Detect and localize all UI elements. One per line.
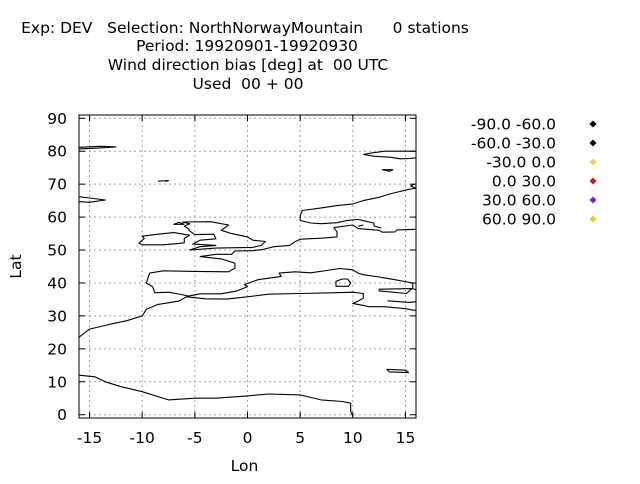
coastline <box>363 153 416 160</box>
y-tick-label: 20 <box>47 340 67 358</box>
coastline <box>157 179 170 183</box>
coastline <box>182 221 266 251</box>
y-tick-label: 70 <box>47 176 67 194</box>
title-line: Used 00 + 00 <box>193 75 304 93</box>
coastline <box>173 221 185 225</box>
x-tick-label: 15 <box>396 429 416 447</box>
coastlines <box>79 145 416 417</box>
coastline <box>335 278 352 287</box>
coastline <box>149 224 416 274</box>
legend-marker <box>589 215 597 223</box>
coastline <box>381 169 394 172</box>
y-tick-label: 30 <box>47 307 67 325</box>
y-tick-label: 60 <box>47 209 67 227</box>
y-tick-label: 90 <box>47 110 67 128</box>
chart-title: Exp: DEV Selection: NorthNorwayMountain … <box>21 19 469 93</box>
plot-area: -15 -10 -5 0 5 10 15 0 10 20 30 40 50 60 70 80 90 Lon Lat <box>7 110 417 475</box>
x-tick-label: -5 <box>187 429 202 447</box>
legend-marker <box>589 177 597 185</box>
y-tick-label: 10 <box>47 373 67 391</box>
y-tick-label: 40 <box>47 274 67 292</box>
x-tick-label: -10 <box>130 429 155 447</box>
coastline <box>79 196 106 203</box>
y-tick-label: 0 <box>57 406 67 424</box>
coastline <box>145 267 416 297</box>
coastline <box>299 187 416 221</box>
x-tick-label: 10 <box>343 429 363 447</box>
coastline <box>378 288 413 295</box>
legend-label: 0.0 30.0 <box>492 173 556 191</box>
legend-marker <box>589 158 597 166</box>
coastline <box>138 232 191 246</box>
legend-label: 30.0 60.0 <box>482 192 556 210</box>
coastline <box>410 183 416 189</box>
coastline <box>386 368 410 374</box>
coastline <box>79 374 354 417</box>
title-line: Wind direction bias [deg] at 00 UTC <box>108 56 388 74</box>
x-axis-label: Lon <box>231 457 259 475</box>
legend: -90.0 -60.0-60.0 -30.0-30.0 0.00.0 30.03… <box>471 116 597 229</box>
title-line: Period: 19920901-19920930 <box>136 37 358 55</box>
legend-label: -90.0 -60.0 <box>471 116 556 134</box>
legend-label: 60.0 90.0 <box>482 211 556 229</box>
x-tick-label: 5 <box>295 429 305 447</box>
x-tick-label: -15 <box>77 429 102 447</box>
y-tick-label: 50 <box>47 242 67 260</box>
coastline <box>79 145 117 150</box>
y-tick-label: 80 <box>47 143 67 161</box>
legend-marker <box>589 120 597 128</box>
coastline <box>79 291 416 338</box>
coastline <box>357 224 364 227</box>
y-axis-label: Lat <box>7 254 25 278</box>
legend-marker <box>589 196 597 204</box>
coastline <box>387 300 416 303</box>
legend-marker <box>589 139 597 147</box>
title-line: Exp: DEV Selection: NorthNorwayMountain … <box>21 19 469 37</box>
coastline <box>300 218 382 229</box>
legend-label: -60.0 -30.0 <box>471 135 556 153</box>
coastline <box>363 150 416 156</box>
legend-label: -30.0 0.0 <box>486 154 556 172</box>
x-tick-label: 0 <box>243 429 253 447</box>
